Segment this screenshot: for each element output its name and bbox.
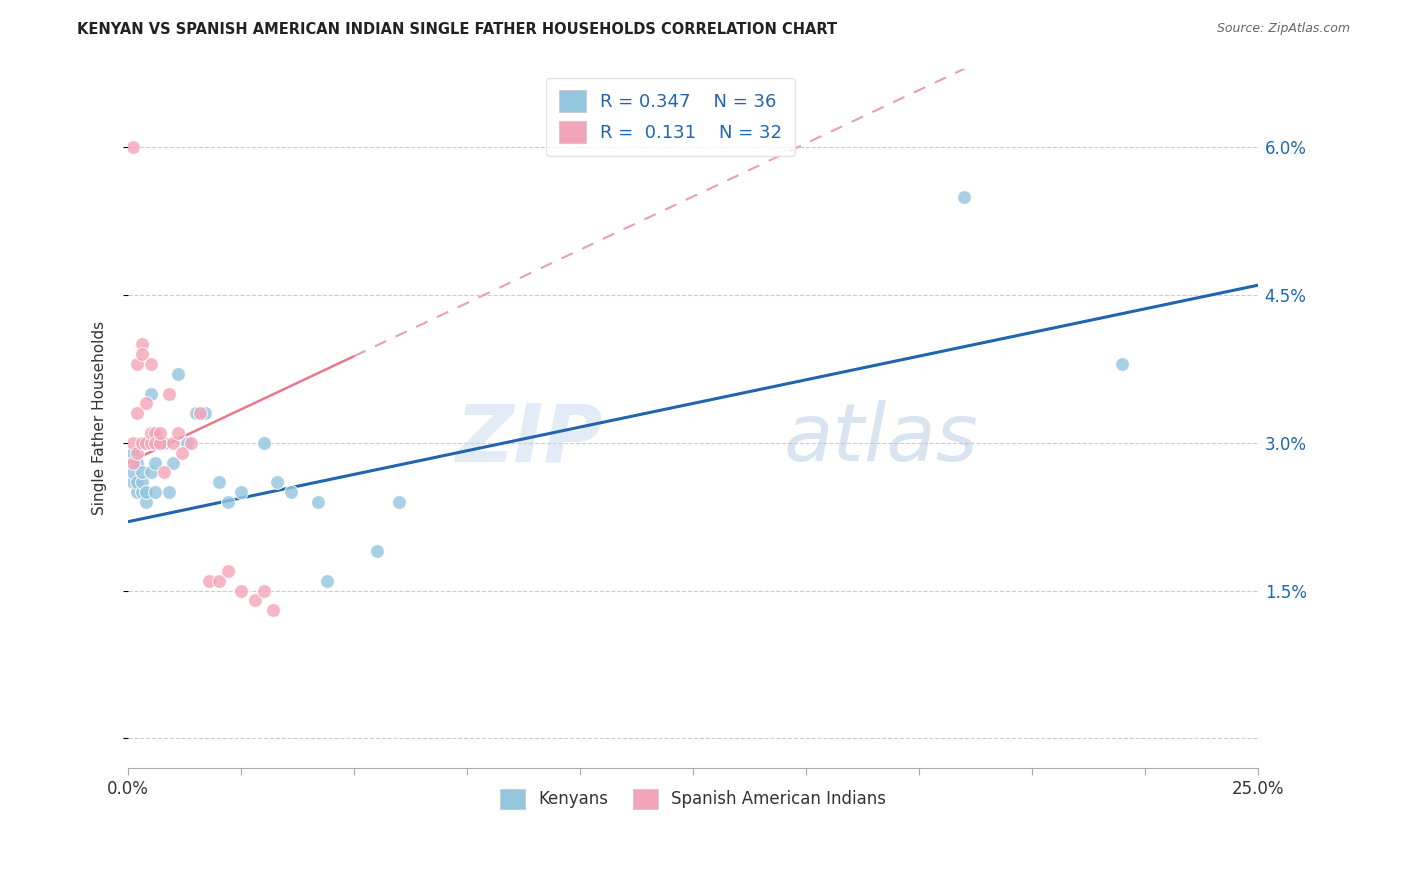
Legend: Kenyans, Spanish American Indians: Kenyans, Spanish American Indians [494, 782, 893, 815]
Point [266, 475, 288, 490]
Point [167, 425, 190, 440]
Point [139, 435, 162, 450]
Point [135, 495, 157, 509]
Point [143, 435, 166, 450]
Point [149, 425, 172, 440]
Point [127, 475, 149, 490]
Point [229, 485, 252, 500]
Point [139, 466, 162, 480]
Point [135, 485, 157, 500]
Point [143, 456, 166, 470]
Point [121, 456, 143, 470]
Point [131, 485, 153, 500]
Point [149, 435, 172, 450]
Point [162, 456, 184, 470]
Point [176, 435, 198, 450]
Point [388, 495, 411, 509]
Point [127, 485, 149, 500]
Point [127, 446, 149, 460]
Point [184, 406, 207, 420]
Point [217, 564, 239, 578]
Point [139, 357, 162, 371]
Point [131, 435, 153, 450]
Point [180, 435, 202, 450]
Point [190, 406, 212, 420]
Point [135, 396, 157, 410]
Point [217, 495, 239, 509]
Point [121, 446, 143, 460]
Point [131, 466, 153, 480]
Point [143, 425, 166, 440]
Point [207, 574, 229, 588]
Point [139, 425, 162, 440]
Text: atlas: atlas [783, 401, 979, 478]
Point [135, 435, 157, 450]
Point [194, 406, 217, 420]
Point [162, 435, 184, 450]
Point [143, 485, 166, 500]
Point [149, 435, 172, 450]
Point [127, 357, 149, 371]
Point [131, 475, 153, 490]
Point [1111, 357, 1133, 371]
Text: KENYAN VS SPANISH AMERICAN INDIAN SINGLE FATHER HOUSEHOLDS CORRELATION CHART: KENYAN VS SPANISH AMERICAN INDIAN SINGLE… [77, 22, 838, 37]
Y-axis label: Single Father Households: Single Father Households [93, 321, 107, 516]
Point [135, 435, 157, 450]
Text: Source: ZipAtlas.com: Source: ZipAtlas.com [1216, 22, 1350, 36]
Text: ZIP: ZIP [456, 401, 603, 478]
Point [316, 574, 339, 588]
Point [229, 583, 252, 598]
Point [157, 386, 180, 401]
Point [139, 386, 162, 401]
Point [127, 456, 149, 470]
Point [131, 337, 153, 351]
Point [121, 466, 143, 480]
Point [167, 367, 190, 381]
Point [121, 435, 143, 450]
Point [366, 544, 388, 558]
Point [131, 347, 153, 361]
Point [307, 495, 329, 509]
Point [262, 603, 284, 617]
Point [157, 485, 180, 500]
Point [121, 140, 143, 154]
Point [153, 435, 176, 450]
Point [207, 475, 229, 490]
Point [121, 475, 143, 490]
Point [953, 189, 976, 203]
Point [253, 583, 276, 598]
Point [253, 435, 276, 450]
Point [127, 406, 149, 420]
Point [280, 485, 302, 500]
Point [198, 574, 221, 588]
Point [243, 593, 266, 607]
Point [153, 466, 176, 480]
Point [172, 446, 194, 460]
